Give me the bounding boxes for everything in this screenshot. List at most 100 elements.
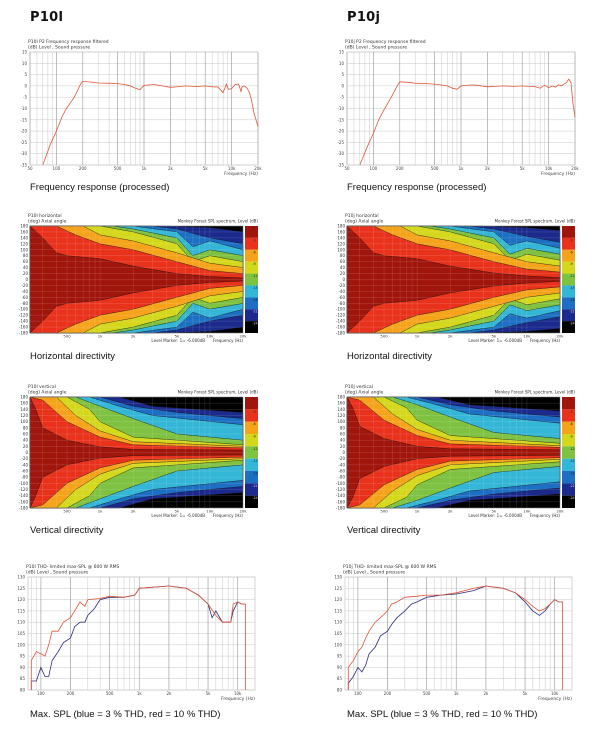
colorbar-label: -15: [570, 459, 575, 463]
chart-fr_l: P10l P2 Frequency response filtered(dB) …: [20, 39, 262, 177]
series-10-thd: [30, 585, 246, 690]
y-tick-label: -25: [20, 140, 27, 145]
y-tick-label: 160: [20, 401, 28, 406]
y-tick-label: 0: [24, 83, 27, 88]
chart-h_l: P10l horizontal(deg) Axial angle18016014…: [19, 213, 259, 343]
y-tick-label: 125: [17, 586, 25, 591]
x-tick-label: 10k: [228, 166, 236, 171]
y-tick-label: 95: [337, 654, 343, 659]
x-tick-label: 5k: [206, 691, 212, 696]
y-tick-label: 115: [334, 608, 342, 613]
legend-title: Monkey Forest SPL spectrum, Level (dB): [495, 219, 576, 224]
series-response: [359, 78, 576, 166]
x-tick-label: 1k: [98, 509, 103, 514]
x-tick-label: 5k: [175, 334, 180, 339]
y-tick-label: -60: [338, 295, 345, 300]
y-tick-label: -30: [20, 151, 27, 156]
colorbar-swatch: [562, 434, 575, 447]
x-tick-label: 200: [384, 691, 392, 696]
x-tick-label: 500: [63, 334, 71, 339]
y-tick-label: 5: [24, 72, 27, 77]
x-tick-label: 2k: [485, 166, 491, 171]
colorbar-label: -6: [253, 422, 256, 426]
y-tick-label: -20: [338, 283, 345, 288]
y-tick-label: -180: [336, 331, 346, 336]
colorbar-swatch: [245, 321, 258, 333]
chart-title: P10j horizontal: [345, 213, 379, 219]
colorbar-label: -24: [570, 322, 575, 326]
colorbar-swatch: [245, 471, 258, 484]
colorbar-label: 0: [570, 227, 572, 231]
y-tick-label: -40: [338, 289, 345, 294]
colorbar-swatch: [245, 261, 258, 274]
x-tick-label: 500: [114, 166, 122, 171]
y-tick-label: -5: [23, 95, 27, 100]
y-tick-label: 80: [20, 688, 26, 693]
x-tick-label: 2k: [166, 691, 172, 696]
colorbar-label: 0: [253, 227, 255, 231]
y-tick-label: 110: [17, 620, 25, 625]
x-tick-label: 1k: [142, 166, 148, 171]
colorbar-label: -24: [570, 496, 575, 500]
y-tick-label: -20: [20, 129, 27, 134]
x-tick-label: 5k: [203, 166, 209, 171]
chart-subtitle: (dB) Level , Sound pressure: [28, 45, 90, 51]
chart-spl_l: P10l THD- limited max-SPL @ 600 W RMS(dB…: [17, 564, 256, 702]
x-axis-label: Frequency (Hz): [541, 171, 575, 177]
chart-title: P10l vertical: [28, 384, 56, 390]
plot-frame: [346, 225, 561, 334]
chart-title: P10l horizontal: [28, 213, 62, 219]
x-tick-label: 10k: [551, 691, 559, 696]
y-tick-label: -80: [338, 301, 345, 306]
x-axis-label: Frequency (Hz): [221, 696, 255, 702]
chart-subtitle: (deg) Axial angle: [28, 390, 67, 396]
chart-title: P10l THD- limited max-SPL @ 600 W RMS: [26, 564, 120, 570]
colorbar-label: -18: [253, 298, 258, 302]
caption-horizontal-p10j: Horizontal directivity: [347, 351, 432, 362]
y-tick-label: 90: [20, 665, 26, 670]
plot-frame: [29, 225, 244, 334]
x-tick-label: 5k: [523, 691, 529, 696]
colorbar-swatch: [245, 446, 258, 459]
x-tick-label: 1k: [137, 691, 143, 696]
y-tick-label: -40: [21, 289, 28, 294]
y-tick-label: 80: [23, 253, 29, 258]
colorbar-label: -3: [570, 410, 573, 414]
x-tick-label: 2k: [168, 166, 174, 171]
y-tick-label: -140: [336, 493, 346, 498]
y-tick-label: 160: [337, 229, 345, 234]
x-tick-label: 10k: [523, 334, 531, 339]
colorbar-label: -12: [253, 274, 258, 278]
y-tick-label: 110: [334, 620, 342, 625]
x-tick-label: 20k: [239, 509, 247, 514]
x-tick-label: 100: [354, 691, 362, 696]
colorbar-swatch: [562, 397, 575, 410]
y-tick-label: 130: [334, 575, 342, 580]
colorbar-swatch: [562, 495, 575, 508]
y-tick-label: -10: [20, 106, 27, 111]
x-tick-label: 5k: [520, 166, 526, 171]
y-tick-label: 15: [22, 50, 28, 55]
y-tick-label: -60: [21, 469, 28, 474]
x-axis-label: Frequency (Hz): [530, 338, 561, 343]
colorbar-label: -15: [253, 286, 258, 290]
y-tick-label: 180: [20, 395, 28, 400]
y-tick-label: -100: [336, 481, 346, 486]
x-tick-label: 5k: [492, 509, 497, 514]
colorbar-label: -18: [570, 298, 575, 302]
chart-title: P10l P2 Frequency response filtered: [28, 39, 109, 45]
y-tick-label: 160: [20, 229, 28, 234]
y-tick-label: 120: [334, 597, 342, 602]
colorbar-swatch: [562, 249, 575, 262]
x-tick-label: 20k: [556, 334, 564, 339]
colorbar-swatch: [245, 458, 258, 471]
column-title-p10j: P10j: [347, 10, 381, 25]
series-response: [42, 80, 259, 166]
y-tick-label: 125: [334, 586, 342, 591]
x-tick-label: 500: [380, 509, 388, 514]
y-tick-label: 85: [20, 676, 26, 681]
chart-fr_j: P10j P2 Frequency response filtered(dB) …: [337, 39, 579, 177]
y-tick-label: -30: [337, 151, 344, 156]
y-tick-label: 15: [339, 50, 345, 55]
colorbar-swatch: [245, 273, 258, 286]
